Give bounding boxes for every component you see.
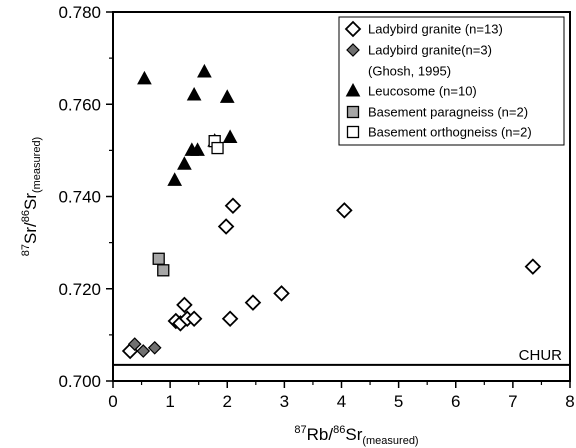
data-point-s3-0 (152, 252, 165, 265)
axis-labels: 87Rb/86Sr(measured) 87Sr/86Sr(measured) (20, 137, 419, 447)
data-points (121, 63, 542, 360)
y-tick-label: 0.700 (58, 372, 101, 391)
data-point-s0-8 (273, 285, 290, 302)
x-axis-label: 87Rb/86Sr(measured) (294, 424, 418, 447)
axes: 0 1 2 3 4 5 6 7 8 0.700 0.720 0.740 0.760 0.780 (58, 3, 574, 411)
legend: Ladybird granite (n=13) Ladybird granite(… (338, 16, 565, 146)
data-point-s2-9 (222, 129, 238, 143)
legend-marker-2 (345, 82, 361, 97)
x-tick-label: 0 (108, 392, 117, 411)
x-tick-label: 7 (508, 392, 517, 411)
data-point-s1-1 (136, 344, 151, 358)
legend-marker-4 (346, 125, 360, 139)
x-tick-label: 2 (223, 392, 232, 411)
x-tick-label: 1 (165, 392, 174, 411)
legend-label-0: Ladybird granite (n=13) (368, 22, 503, 37)
legend-label-1: Ladybird granite(n=3) (368, 43, 492, 58)
data-point-s1-0 (127, 337, 142, 351)
y-tick-label: 0.780 (58, 3, 101, 22)
data-point-s0-7 (244, 294, 262, 311)
data-point-s0-11 (336, 202, 353, 219)
data-point-s0-9 (217, 218, 235, 235)
legend-label-3: Basement paragneiss (n=2) (368, 105, 528, 120)
x-tick-label: 6 (451, 392, 460, 411)
y-tick-label: 0.740 (58, 188, 101, 207)
data-point-s2-8 (219, 89, 235, 103)
legend-box (338, 16, 565, 146)
y-tick-label: 0.720 (58, 280, 101, 299)
x-tick-label: 4 (337, 392, 346, 411)
reference-line-group: CHUR (113, 347, 570, 366)
data-point-s0-10 (224, 197, 242, 214)
data-point-s2-4 (190, 142, 205, 156)
data-point-s0-6 (221, 310, 239, 328)
data-point-s1-2 (147, 340, 162, 355)
legend-marker-1 (346, 43, 360, 57)
legend-label-4: Basement orthogneiss (n=2) (368, 125, 532, 140)
legend-label-1-line2: (Ghosh, 1995) (368, 64, 451, 79)
data-point-s2-6 (197, 63, 212, 78)
data-point-s2-1 (167, 172, 183, 186)
data-point-s2-0 (137, 70, 152, 85)
legend-marker-3 (346, 105, 360, 119)
data-point-s0-12 (524, 258, 542, 275)
chur-label: CHUR (519, 347, 562, 364)
x-tick-label: 3 (280, 392, 289, 411)
data-point-s4-1 (211, 141, 224, 155)
x-tick-label: 8 (565, 392, 574, 411)
y-axis-label: 87Sr/86Sr(measured) (20, 137, 43, 256)
data-point-s2-2 (177, 156, 192, 170)
data-point-s2-5 (186, 86, 202, 101)
data-point-s0-3 (176, 296, 193, 314)
data-point-s0-5 (185, 310, 203, 328)
x-tick-label: 5 (394, 392, 403, 411)
data-point-s3-1 (157, 264, 170, 277)
legend-label-2: Leucosome (n=10) (368, 84, 477, 99)
legend-marker-0 (344, 20, 362, 38)
y-tick-label: 0.760 (58, 95, 101, 114)
